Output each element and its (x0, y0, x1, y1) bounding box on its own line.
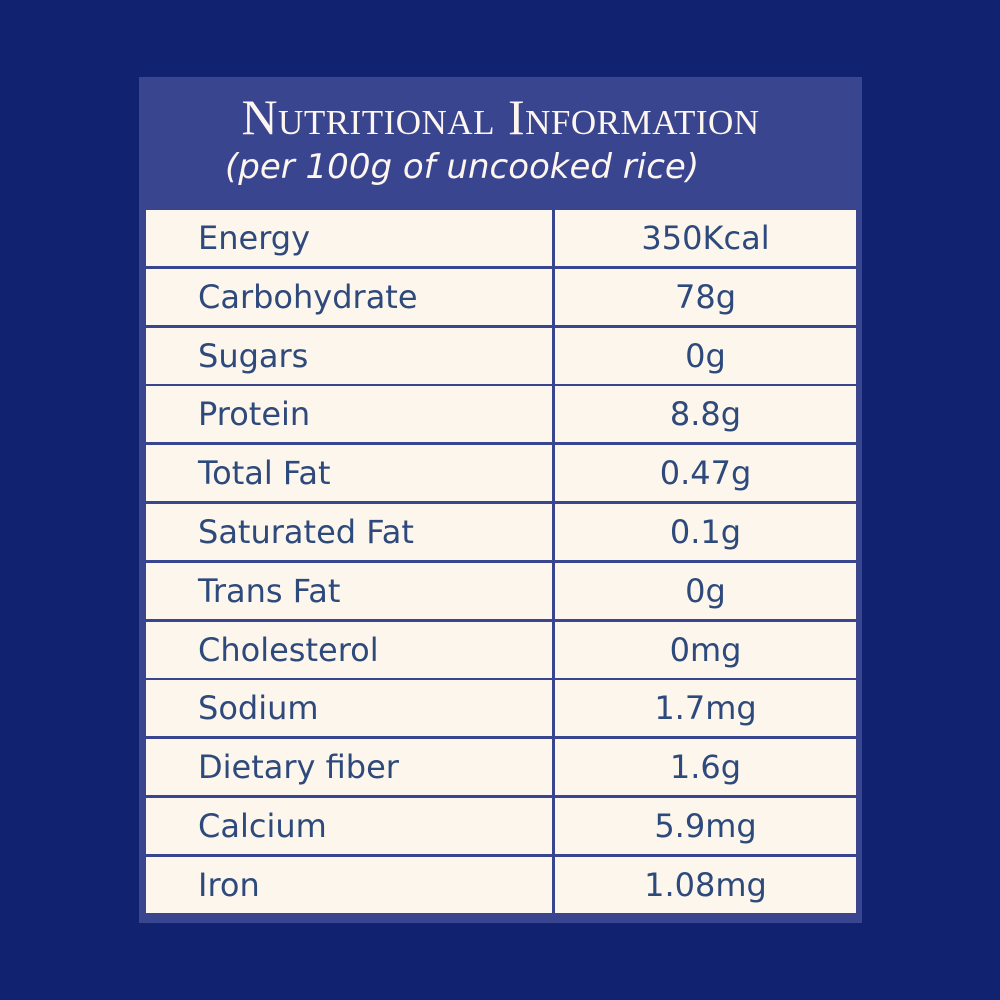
nutrient-name: Protein (146, 386, 552, 443)
nutrient-name: Iron (146, 856, 552, 913)
nutrition-panel: Nutritional Information (per 100g of unc… (139, 77, 862, 923)
nutrient-name: Sodium (146, 680, 552, 737)
nutrient-name: Energy (146, 210, 552, 266)
nutrient-name: Cholesterol (146, 621, 552, 678)
table-row: Calcium 5.9mg (146, 797, 856, 854)
nutrient-value: 8.8g (555, 386, 856, 443)
nutrient-value: 1.7mg (555, 680, 856, 737)
table-row: Sodium 1.7mg (146, 680, 856, 737)
nutrient-value: 5.9mg (555, 797, 856, 854)
table-row: Sugars 0g (146, 327, 856, 384)
table-row: Cholesterol 0mg (146, 621, 856, 678)
nutrient-name: Dietary fiber (146, 739, 552, 796)
nutrient-value: 0mg (555, 621, 856, 678)
subtitle: (per 100g of uncooked rice) (225, 147, 700, 187)
table-row: Energy 350Kcal (146, 210, 856, 266)
nutrient-value: 350Kcal (555, 210, 856, 266)
table-row: Dietary fiber 1.6g (146, 739, 856, 796)
nutrient-name: Trans Fat (146, 562, 552, 619)
nutrient-name: Carbohydrate (146, 268, 552, 325)
table-row: Total Fat 0.47g (146, 445, 856, 502)
nutrient-value: 78g (555, 268, 856, 325)
nutrient-value: 0.1g (555, 503, 856, 560)
table-row: Iron 1.08mg (146, 856, 856, 913)
title: Nutritional Information (241, 89, 760, 145)
nutrient-name: Saturated Fat (146, 503, 552, 560)
table-row: Saturated Fat 0.1g (146, 503, 856, 560)
table-row: Protein 8.8g (146, 386, 856, 443)
table-row: Trans Fat 0g (146, 562, 856, 619)
nutrient-value: 0g (555, 562, 856, 619)
nutrient-name: Sugars (146, 327, 552, 384)
nutrient-value: 0.47g (555, 445, 856, 502)
nutrient-value: 1.08mg (555, 856, 856, 913)
nutrient-value: 1.6g (555, 739, 856, 796)
nutrient-name: Calcium (146, 797, 552, 854)
table-row: Carbohydrate 78g (146, 268, 856, 325)
nutrient-value: 0g (555, 327, 856, 384)
nutrition-table: Energy 350Kcal Carbohydrate 78g Sugars 0g Prot… (146, 210, 856, 916)
nutrient-name: Total Fat (146, 445, 552, 502)
